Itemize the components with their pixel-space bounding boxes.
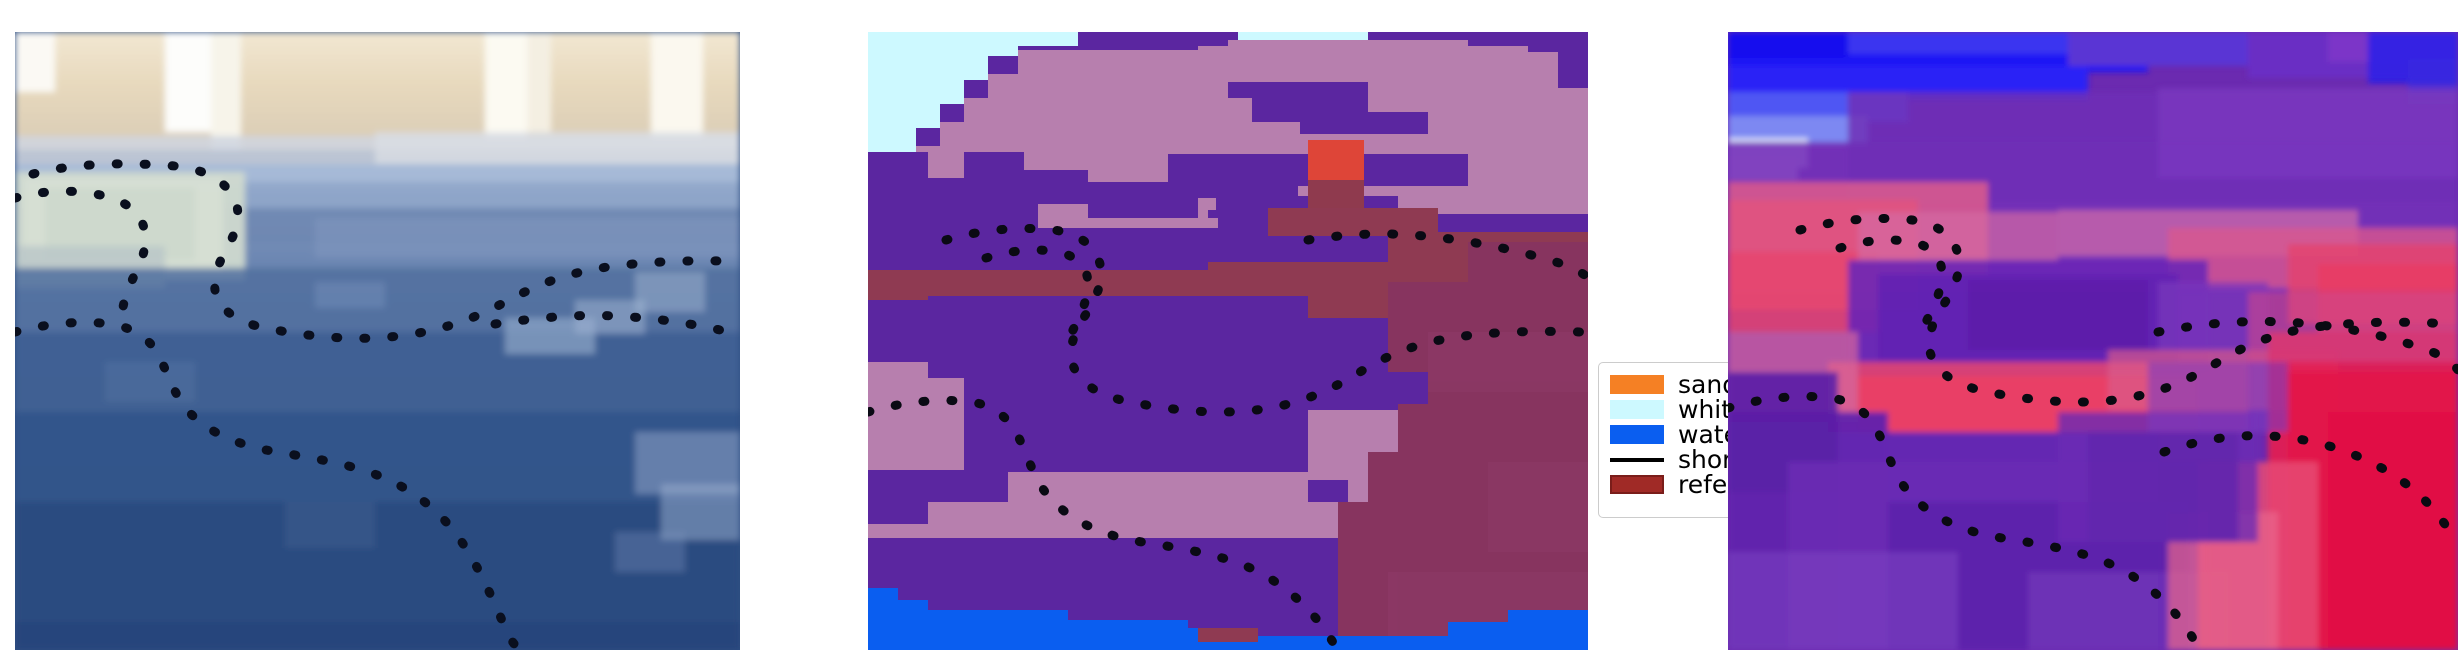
panel-classified: 1985-08-29-09-36-02 [868, 32, 1588, 650]
legend-swatch-whitewater [1610, 400, 1664, 419]
reference-marker-shadow [1308, 180, 1364, 208]
legend-swatch-water [1610, 425, 1664, 444]
legend-swatch-reference [1610, 475, 1664, 494]
panel-sar0024: sar0024 [15, 32, 740, 650]
classified-image [868, 32, 1588, 650]
class-whitewater [868, 32, 1368, 152]
legend-swatch-shoreline [1610, 457, 1664, 462]
classified-raster [868, 32, 1588, 650]
l5-raster [1728, 32, 2458, 650]
sar-image [15, 32, 740, 650]
sar-raster [15, 32, 740, 650]
l5-image [1728, 32, 2458, 650]
reference-marker [1308, 140, 1364, 184]
legend-item-water: water [1610, 422, 1772, 447]
panel-l5: L5 [1728, 32, 2458, 650]
legend-swatch-sand [1610, 375, 1664, 394]
